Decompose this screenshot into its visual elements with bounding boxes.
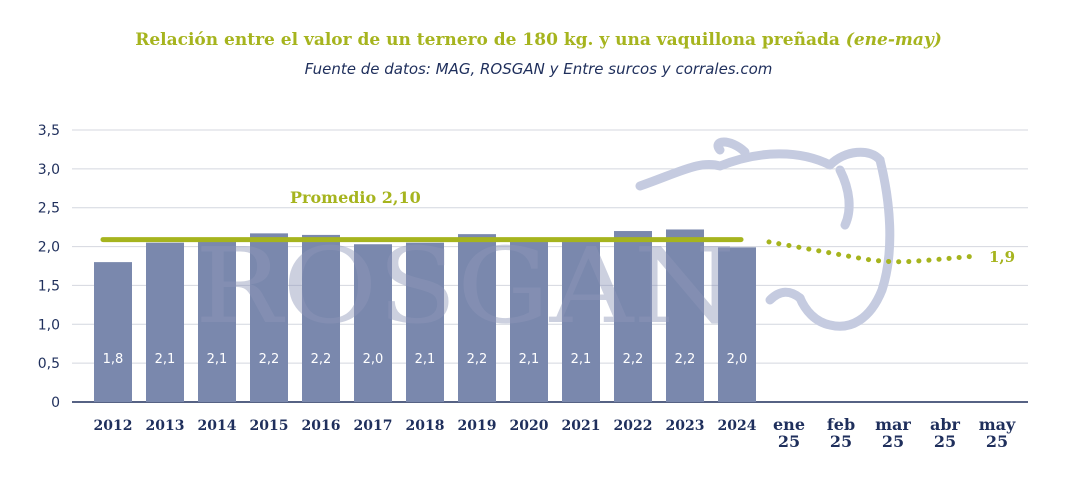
dotted-trend-line: 1,9 bbox=[766, 239, 1015, 266]
y-tick-label: 2,5 bbox=[38, 201, 60, 217]
x-tick-label: 2020 bbox=[510, 418, 549, 434]
bar-value-label: 2,2 bbox=[259, 352, 280, 367]
bar bbox=[250, 233, 288, 402]
x-tick-label: 2024 bbox=[718, 418, 757, 434]
bar bbox=[666, 229, 704, 402]
x-tick-label: abr 25 bbox=[930, 415, 961, 451]
chart-title-main: Relación entre el valor de un ternero de… bbox=[135, 30, 840, 50]
bar bbox=[718, 247, 756, 402]
bar bbox=[354, 244, 392, 402]
bar-value-label: 2,2 bbox=[311, 352, 332, 367]
y-tick-label: 1,0 bbox=[38, 317, 60, 333]
x-tick-label: ene 25 bbox=[773, 415, 805, 451]
x-tick-label: may 25 bbox=[979, 415, 1016, 451]
rosgan-watermark: ROSGAN bbox=[195, 225, 735, 347]
x-tick-label: mar 25 bbox=[875, 415, 911, 451]
bar bbox=[510, 241, 548, 402]
average-label: Promedio 2,10 bbox=[290, 188, 421, 207]
x-axis-ticks: 2012 2013 2014 2015 2016 2017 2018 2019 2020 2021… bbox=[94, 415, 1016, 451]
x-tick-label: 2022 bbox=[614, 418, 653, 434]
y-tick-label: 2,0 bbox=[38, 240, 60, 256]
bar bbox=[562, 241, 600, 402]
x-tick-label: 2012 bbox=[94, 418, 133, 434]
chart-subtitle: Fuente de datos: MAG, ROSGAN y Entre sur… bbox=[304, 60, 773, 78]
x-tick-label: 2017 bbox=[354, 418, 393, 434]
y-tick-label: 3,0 bbox=[38, 162, 60, 178]
trend-end-label: 1,9 bbox=[989, 248, 1015, 266]
y-axis-ticks: 0 0,5 1,0 1,5 2,0 2,5 3,0 3,5 bbox=[38, 123, 60, 411]
chart-title: Relación entre el valor de un ternero de… bbox=[0, 30, 1077, 50]
bar-value-label: 2,1 bbox=[571, 352, 592, 367]
bar-value-label: 2,0 bbox=[363, 352, 384, 367]
y-tick-label: 3,5 bbox=[38, 123, 60, 139]
x-tick-label: 2016 bbox=[302, 418, 341, 434]
bar bbox=[198, 238, 236, 402]
x-tick-label: 2015 bbox=[250, 418, 289, 434]
bar-value-label: 2,2 bbox=[675, 352, 696, 367]
x-tick-label: 2014 bbox=[198, 418, 237, 434]
average-line-group: Promedio 2,10 bbox=[100, 188, 744, 243]
x-tick-label: 2021 bbox=[562, 418, 601, 434]
bar bbox=[94, 262, 132, 402]
x-tick-label: 2018 bbox=[406, 418, 445, 434]
x-tick-label: feb 25 bbox=[827, 415, 855, 451]
y-tick-label: 1,5 bbox=[38, 278, 60, 294]
bar bbox=[146, 242, 184, 402]
cow-head-watermark bbox=[635, 137, 895, 331]
bar bbox=[406, 242, 444, 402]
bars bbox=[94, 229, 756, 402]
x-tick-label: 2019 bbox=[458, 418, 497, 434]
bar bbox=[302, 234, 340, 402]
bar-value-labels: 1,8 2,1 2,1 2,2 2,2 2,0 2,1 2,2 2,1 2,1 2,2 2,2 2,0 bbox=[103, 352, 748, 367]
bar-value-label: 2,1 bbox=[519, 352, 540, 367]
bar-value-label: 1,8 bbox=[103, 352, 124, 367]
y-tick-label: 0,5 bbox=[38, 356, 60, 372]
bar-value-label: 2,2 bbox=[623, 352, 644, 367]
x-tick-label: 2013 bbox=[146, 418, 185, 434]
bar-value-label: 2,1 bbox=[207, 352, 228, 367]
bar-value-label: 2,1 bbox=[155, 352, 176, 367]
dotted-trend-path bbox=[766, 239, 980, 265]
x-tick-label: 2023 bbox=[666, 418, 705, 434]
bar bbox=[458, 234, 496, 402]
bar-value-label: 2,2 bbox=[467, 352, 488, 367]
bar-value-label: 2,0 bbox=[727, 352, 748, 367]
chart-title-period: (ene-may) bbox=[845, 30, 942, 50]
bar bbox=[614, 231, 652, 402]
bar-value-label: 2,1 bbox=[415, 352, 436, 367]
y-tick-label: 0 bbox=[51, 395, 60, 411]
